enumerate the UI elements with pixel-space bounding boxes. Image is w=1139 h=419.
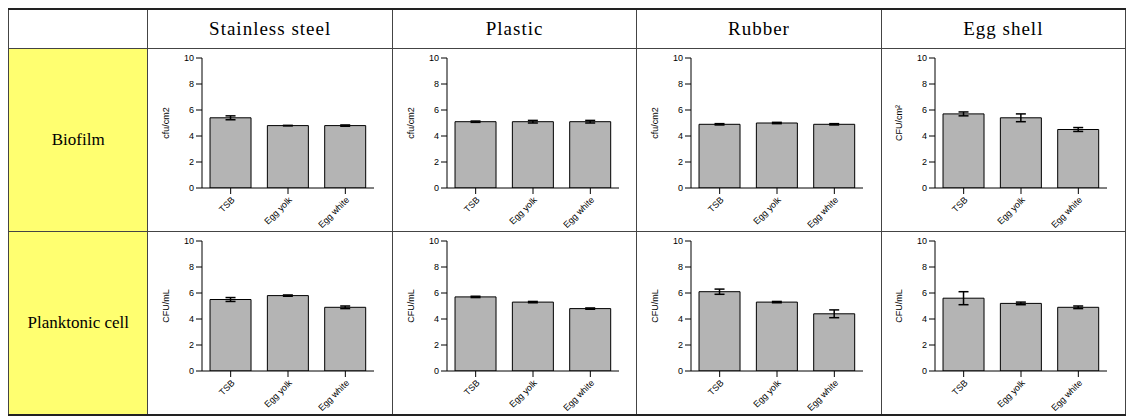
svg-text:TSB: TSB	[706, 378, 725, 397]
svg-text:2: 2	[434, 340, 439, 350]
svg-text:10: 10	[673, 236, 683, 246]
svg-text:2: 2	[434, 157, 439, 167]
svg-text:TSB: TSB	[462, 195, 481, 214]
svg-text:4: 4	[922, 314, 927, 324]
svg-text:2: 2	[922, 157, 927, 167]
svg-text:4: 4	[189, 314, 194, 324]
svg-text:4: 4	[434, 314, 439, 324]
svg-text:cfu/cm2: cfu/cm2	[406, 107, 416, 139]
svg-text:0: 0	[434, 366, 439, 376]
svg-text:8: 8	[434, 79, 439, 89]
svg-text:8: 8	[922, 79, 927, 89]
svg-text:2: 2	[678, 157, 683, 167]
svg-text:Egg white: Egg white	[805, 195, 840, 230]
svg-text:10: 10	[429, 236, 439, 246]
svg-text:cfu/cm2: cfu/cm2	[650, 107, 660, 139]
svg-text:0: 0	[678, 183, 683, 193]
svg-text:6: 6	[678, 105, 683, 115]
svg-text:Egg yolk: Egg yolk	[263, 195, 295, 227]
svg-text:6: 6	[434, 288, 439, 298]
svg-text:0: 0	[922, 183, 927, 193]
svg-text:4: 4	[678, 314, 683, 324]
svg-text:2: 2	[678, 340, 683, 350]
svg-text:Egg yolk: Egg yolk	[751, 195, 783, 227]
svg-text:8: 8	[678, 262, 683, 272]
svg-text:Egg yolk: Egg yolk	[996, 195, 1028, 227]
svg-text:Egg white: Egg white	[561, 378, 596, 413]
svg-text:0: 0	[189, 366, 194, 376]
svg-text:4: 4	[922, 131, 927, 141]
svg-text:Egg white: Egg white	[316, 378, 351, 413]
svg-text:TSB: TSB	[217, 378, 236, 397]
svg-text:Egg yolk: Egg yolk	[996, 378, 1028, 410]
svg-text:0: 0	[189, 183, 194, 193]
svg-text:2: 2	[189, 157, 194, 167]
html-text:Plastic: Plastic	[485, 18, 544, 39]
svg-text:6: 6	[922, 288, 927, 298]
html-text:Biofilm: Biofilm	[51, 130, 105, 149]
svg-text:CFU/mL: CFU/mL	[161, 289, 171, 323]
svg-text:0: 0	[922, 366, 927, 376]
svg-text:cfu/cm2: cfu/cm2	[161, 107, 171, 139]
svg-text:Egg yolk: Egg yolk	[507, 195, 539, 227]
svg-text:TSB: TSB	[706, 195, 725, 214]
svg-text:8: 8	[922, 262, 927, 272]
svg-text:10: 10	[917, 236, 927, 246]
svg-text:TSB: TSB	[950, 195, 969, 214]
svg-text:6: 6	[678, 288, 683, 298]
html-text:Stainless steel: Stainless steel	[209, 18, 332, 39]
svg-text:CFU/mL: CFU/mL	[894, 289, 904, 323]
svg-text:4: 4	[678, 131, 683, 141]
svg-text:8: 8	[678, 79, 683, 89]
svg-text:Egg yolk: Egg yolk	[751, 378, 783, 410]
svg-text:Egg white: Egg white	[1050, 195, 1085, 230]
svg-text:10: 10	[673, 53, 683, 63]
svg-text:8: 8	[434, 262, 439, 272]
svg-text:6: 6	[922, 105, 927, 115]
svg-text:10: 10	[917, 53, 927, 63]
svg-text:TSB: TSB	[950, 378, 969, 397]
svg-text:0: 0	[434, 183, 439, 193]
svg-text:10: 10	[429, 53, 439, 63]
svg-text:6: 6	[189, 105, 194, 115]
svg-text:Egg yolk: Egg yolk	[263, 378, 295, 410]
svg-text:10: 10	[184, 53, 194, 63]
svg-text:Egg white: Egg white	[316, 195, 351, 230]
svg-text:Egg white: Egg white	[561, 195, 596, 230]
svg-text:4: 4	[434, 131, 439, 141]
svg-text:TSB: TSB	[217, 195, 236, 214]
svg-text:0: 0	[678, 366, 683, 376]
svg-text:8: 8	[189, 79, 194, 89]
html-text:Rubber: Rubber	[728, 18, 790, 39]
html-text:Planktonic cell: Planktonic cell	[27, 313, 129, 332]
svg-text:4: 4	[189, 131, 194, 141]
svg-text:TSB: TSB	[462, 378, 481, 397]
svg-text:CFU/mL: CFU/mL	[650, 289, 660, 323]
svg-text:8: 8	[189, 262, 194, 272]
svg-text:Egg white: Egg white	[1050, 378, 1085, 413]
svg-text:6: 6	[189, 288, 194, 298]
svg-text:CFU/mL: CFU/mL	[406, 289, 416, 323]
svg-text:CFU/cm²: CFU/cm²	[894, 105, 904, 141]
svg-text:6: 6	[434, 105, 439, 115]
svg-text:10: 10	[184, 236, 194, 246]
svg-text:Egg yolk: Egg yolk	[507, 378, 539, 410]
svg-text:Egg white: Egg white	[805, 378, 840, 413]
html-text:Egg shell: Egg shell	[963, 18, 1044, 39]
svg-text:2: 2	[922, 340, 927, 350]
svg-text:2: 2	[189, 340, 194, 350]
